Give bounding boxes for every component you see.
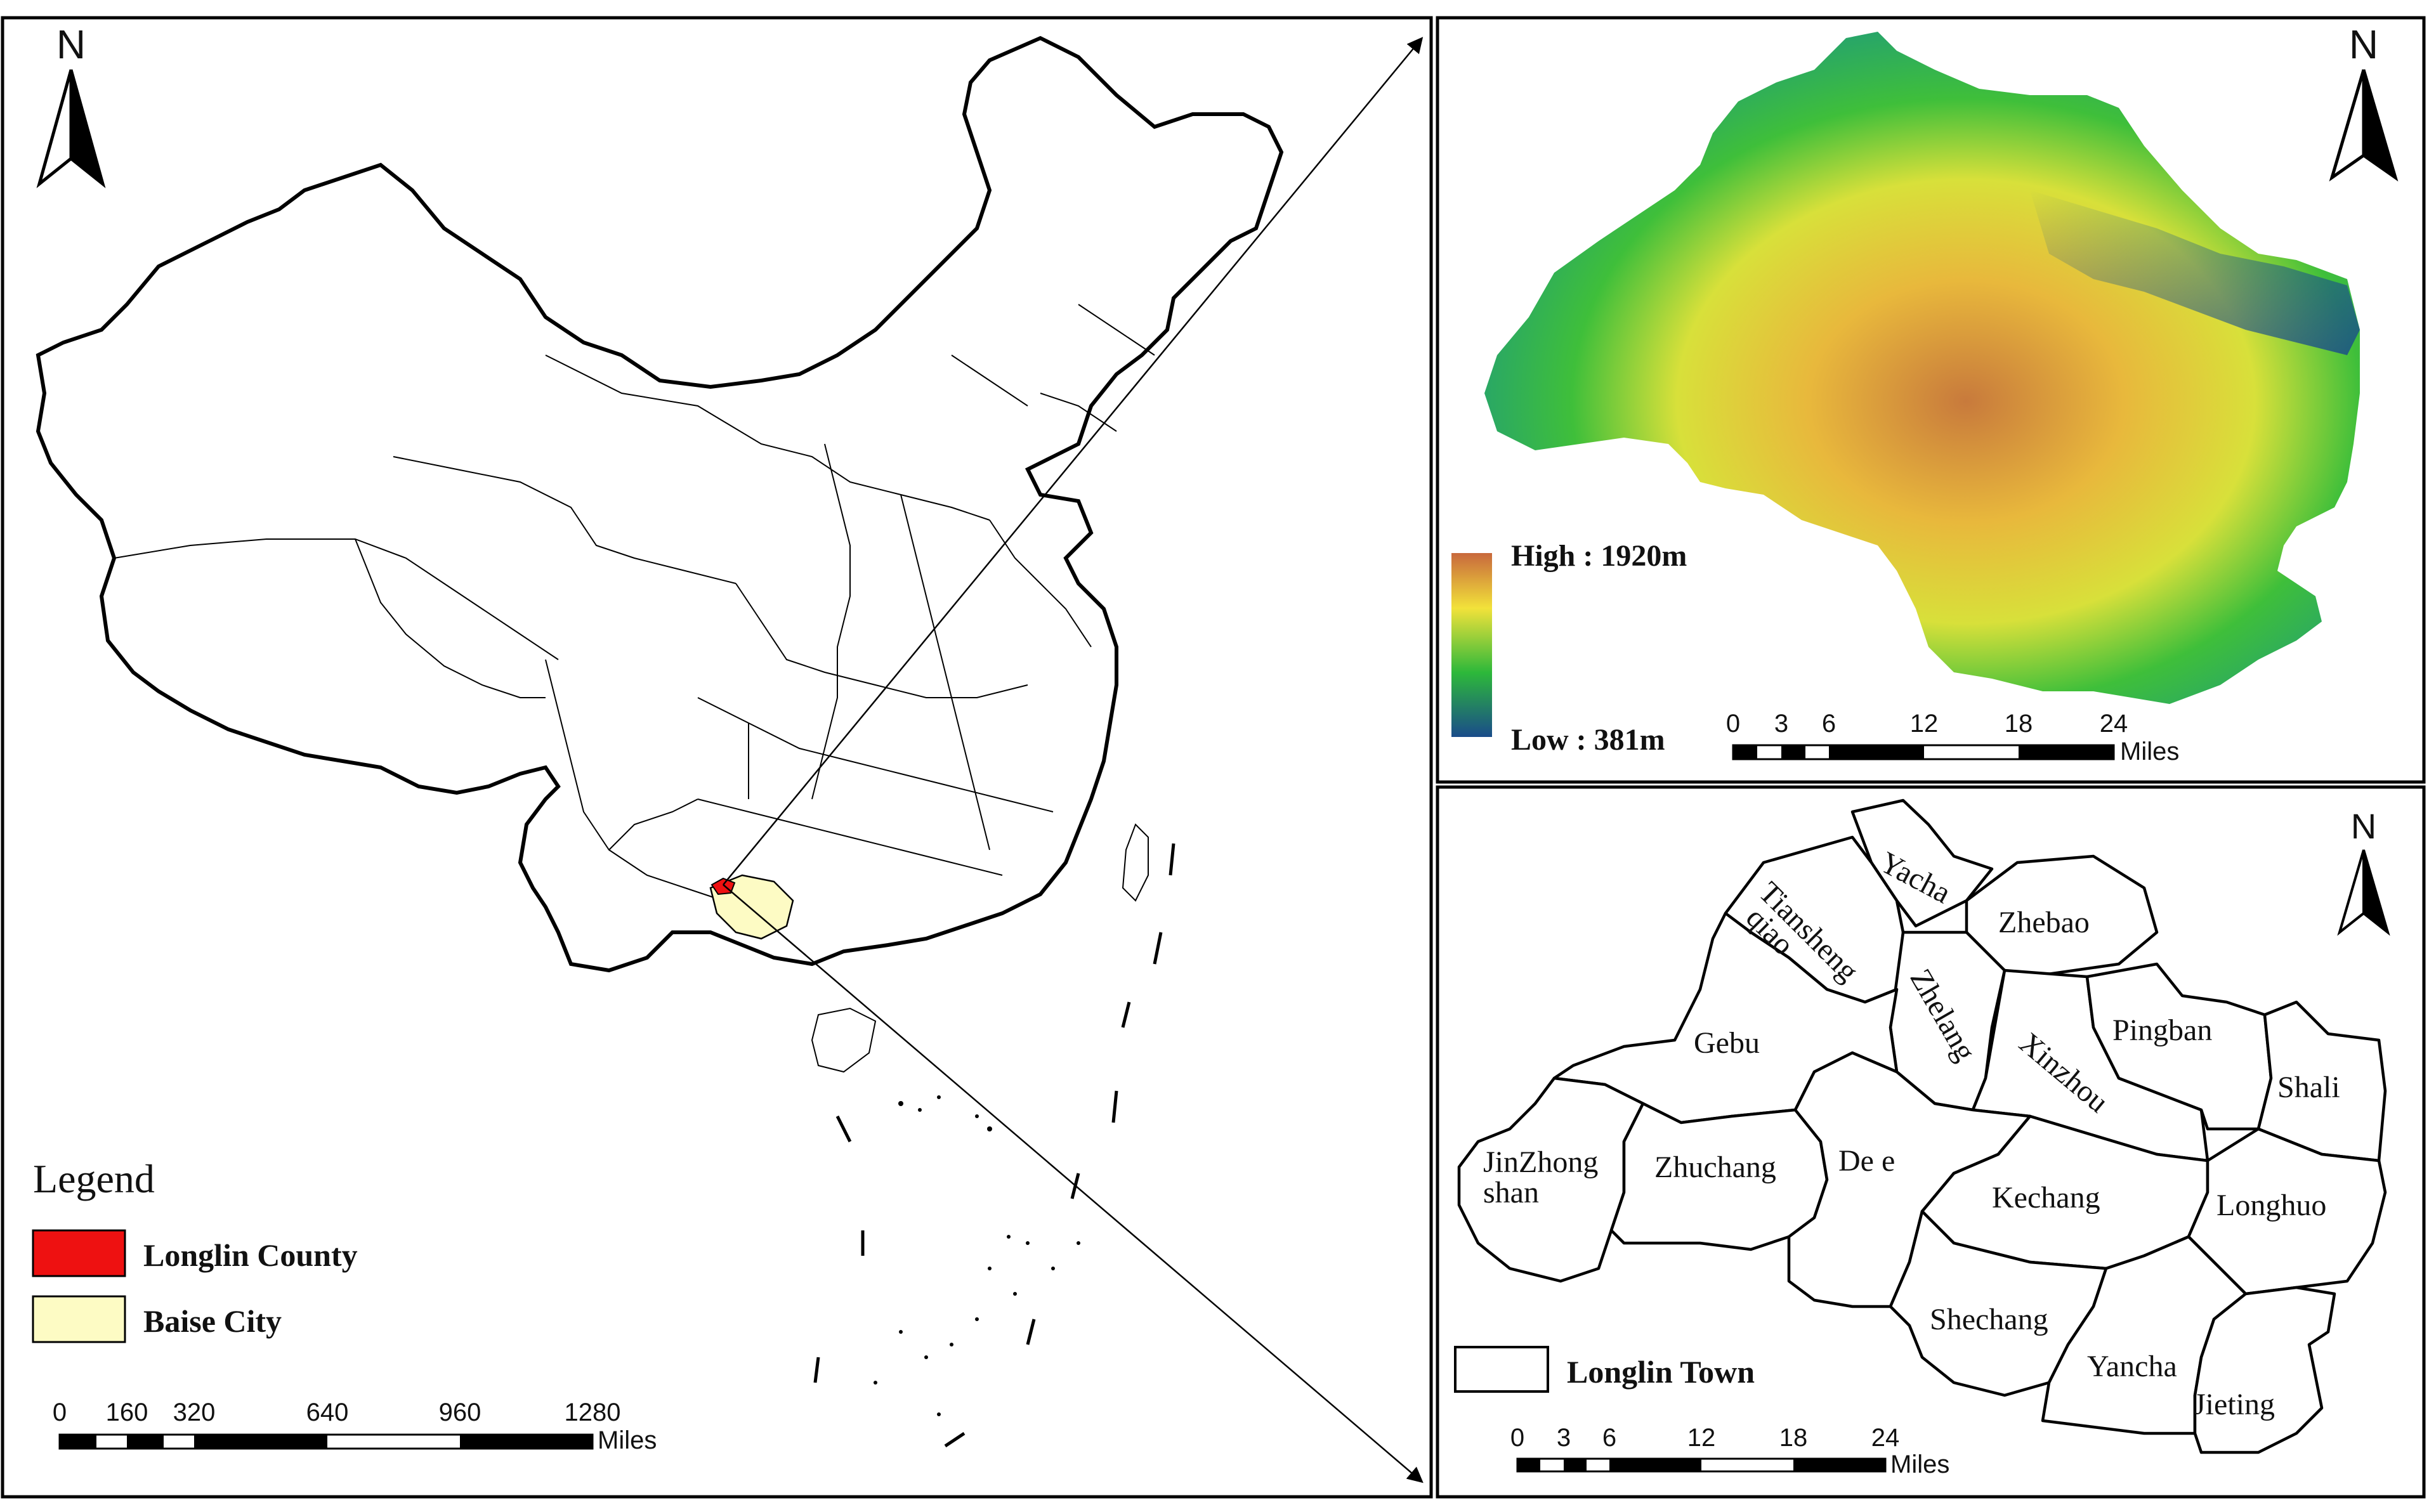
province-lines bbox=[114, 304, 1155, 901]
label-zhuchang: Zhuchang bbox=[1654, 1150, 1776, 1184]
china-outline bbox=[36, 36, 1284, 973]
svg-text:3: 3 bbox=[1774, 710, 1788, 738]
label-gebu: Gebu bbox=[1694, 1026, 1760, 1060]
dem-low-label: Low : 381m bbox=[1511, 723, 1665, 757]
svg-text:0: 0 bbox=[1726, 710, 1740, 738]
label-longhuo: Longhuo bbox=[2216, 1189, 2326, 1222]
label-jinzhong: JinZhong bbox=[1483, 1145, 1598, 1179]
dem-terrain bbox=[1484, 32, 2360, 704]
label-shechang: Shechang bbox=[1930, 1303, 2048, 1336]
label-shan: shan bbox=[1483, 1176, 1539, 1209]
legend-swatch-longlin-town bbox=[1454, 1346, 1549, 1393]
scattered-islands bbox=[874, 1095, 1080, 1416]
label-de-e: De e bbox=[1838, 1144, 1895, 1178]
towns-panel-frame bbox=[1436, 785, 2426, 1499]
taiwan-island bbox=[1122, 823, 1149, 902]
label-pingban: Pingban bbox=[2112, 1013, 2212, 1047]
china-scale-bar: 0 160 320 640 960 1280 Miles bbox=[53, 1398, 657, 1454]
china-map bbox=[36, 36, 1424, 1483]
china-panel-frame bbox=[1, 16, 1433, 1499]
svg-text:640: 640 bbox=[306, 1398, 349, 1426]
north-arrow-icon: N bbox=[2337, 806, 2390, 936]
svg-text:320: 320 bbox=[173, 1398, 216, 1426]
towns-map: Yacha Tiansheng qiao Zhebao Zhelang Xinz… bbox=[1457, 798, 2387, 1454]
south-sea-dashes bbox=[813, 843, 1175, 1448]
town-shali bbox=[2256, 1000, 2387, 1163]
callout-line-upper bbox=[723, 37, 1424, 885]
svg-text:0: 0 bbox=[53, 1398, 67, 1426]
towns-north-label: N bbox=[2351, 806, 2376, 846]
svg-text:24: 24 bbox=[1871, 1424, 1900, 1452]
towns-legend: Longlin Town bbox=[1454, 1346, 1755, 1393]
label-yancha: Yancha bbox=[2087, 1350, 2177, 1383]
legend-swatch-longlin bbox=[32, 1229, 126, 1277]
svg-text:1280: 1280 bbox=[565, 1398, 621, 1426]
svg-text:3: 3 bbox=[1557, 1424, 1571, 1452]
svg-text:6: 6 bbox=[1822, 710, 1836, 738]
dem-panel-frame bbox=[1436, 16, 2426, 784]
dem-map bbox=[1484, 32, 2360, 704]
svg-text:160: 160 bbox=[106, 1398, 148, 1426]
china-legend: Legend Longlin County Baise City bbox=[32, 1156, 358, 1343]
north-arrow-icon: N bbox=[36, 22, 106, 188]
legend-label-longlin-town: Longlin Town bbox=[1567, 1354, 1755, 1390]
svg-text:Miles: Miles bbox=[598, 1426, 657, 1454]
svg-text:6: 6 bbox=[1602, 1424, 1616, 1452]
legend-swatch-baise bbox=[32, 1295, 126, 1343]
legend-title: Legend bbox=[33, 1156, 155, 1201]
label-kechang: Kechang bbox=[1992, 1181, 2100, 1215]
svg-text:18: 18 bbox=[1779, 1424, 1808, 1452]
label-shali: Shali bbox=[2277, 1071, 2340, 1104]
label-zhebao: Zhebao bbox=[1998, 906, 2090, 939]
svg-text:24: 24 bbox=[2100, 710, 2128, 738]
towns-scale-bar: 0 3 6 12 18 24 Miles bbox=[1510, 1424, 1949, 1478]
legend-label-longlin: Longlin County bbox=[143, 1237, 358, 1273]
dem-color-ramp bbox=[1451, 553, 1492, 737]
svg-text:Miles: Miles bbox=[2120, 738, 2179, 766]
dem-north-label: N bbox=[2349, 22, 2378, 67]
dem-legend: High : 1920m Low : 381m bbox=[1451, 539, 1687, 757]
dem-scale-bar: 0 3 6 12 18 24 Miles bbox=[1726, 710, 2179, 766]
legend-label-baise: Baise City bbox=[143, 1303, 282, 1339]
dem-lowland-overlay bbox=[2030, 190, 2360, 355]
north-arrow-icon: N bbox=[2329, 22, 2399, 182]
town-shechang bbox=[1889, 1209, 2108, 1397]
label-jieting: Jieting bbox=[2194, 1388, 2275, 1421]
town-jieting bbox=[2193, 1286, 2336, 1454]
svg-text:12: 12 bbox=[1687, 1424, 1716, 1452]
svg-text:960: 960 bbox=[439, 1398, 481, 1426]
hainan-island bbox=[811, 1007, 877, 1073]
svg-text:Miles: Miles bbox=[1890, 1450, 1949, 1478]
svg-text:18: 18 bbox=[2005, 710, 2033, 738]
dem-high-label: High : 1920m bbox=[1511, 539, 1687, 573]
svg-text:12: 12 bbox=[1910, 710, 1939, 738]
callout-line-lower bbox=[723, 884, 1424, 1483]
svg-text:0: 0 bbox=[1510, 1424, 1524, 1452]
china-north-label: N bbox=[56, 22, 86, 67]
